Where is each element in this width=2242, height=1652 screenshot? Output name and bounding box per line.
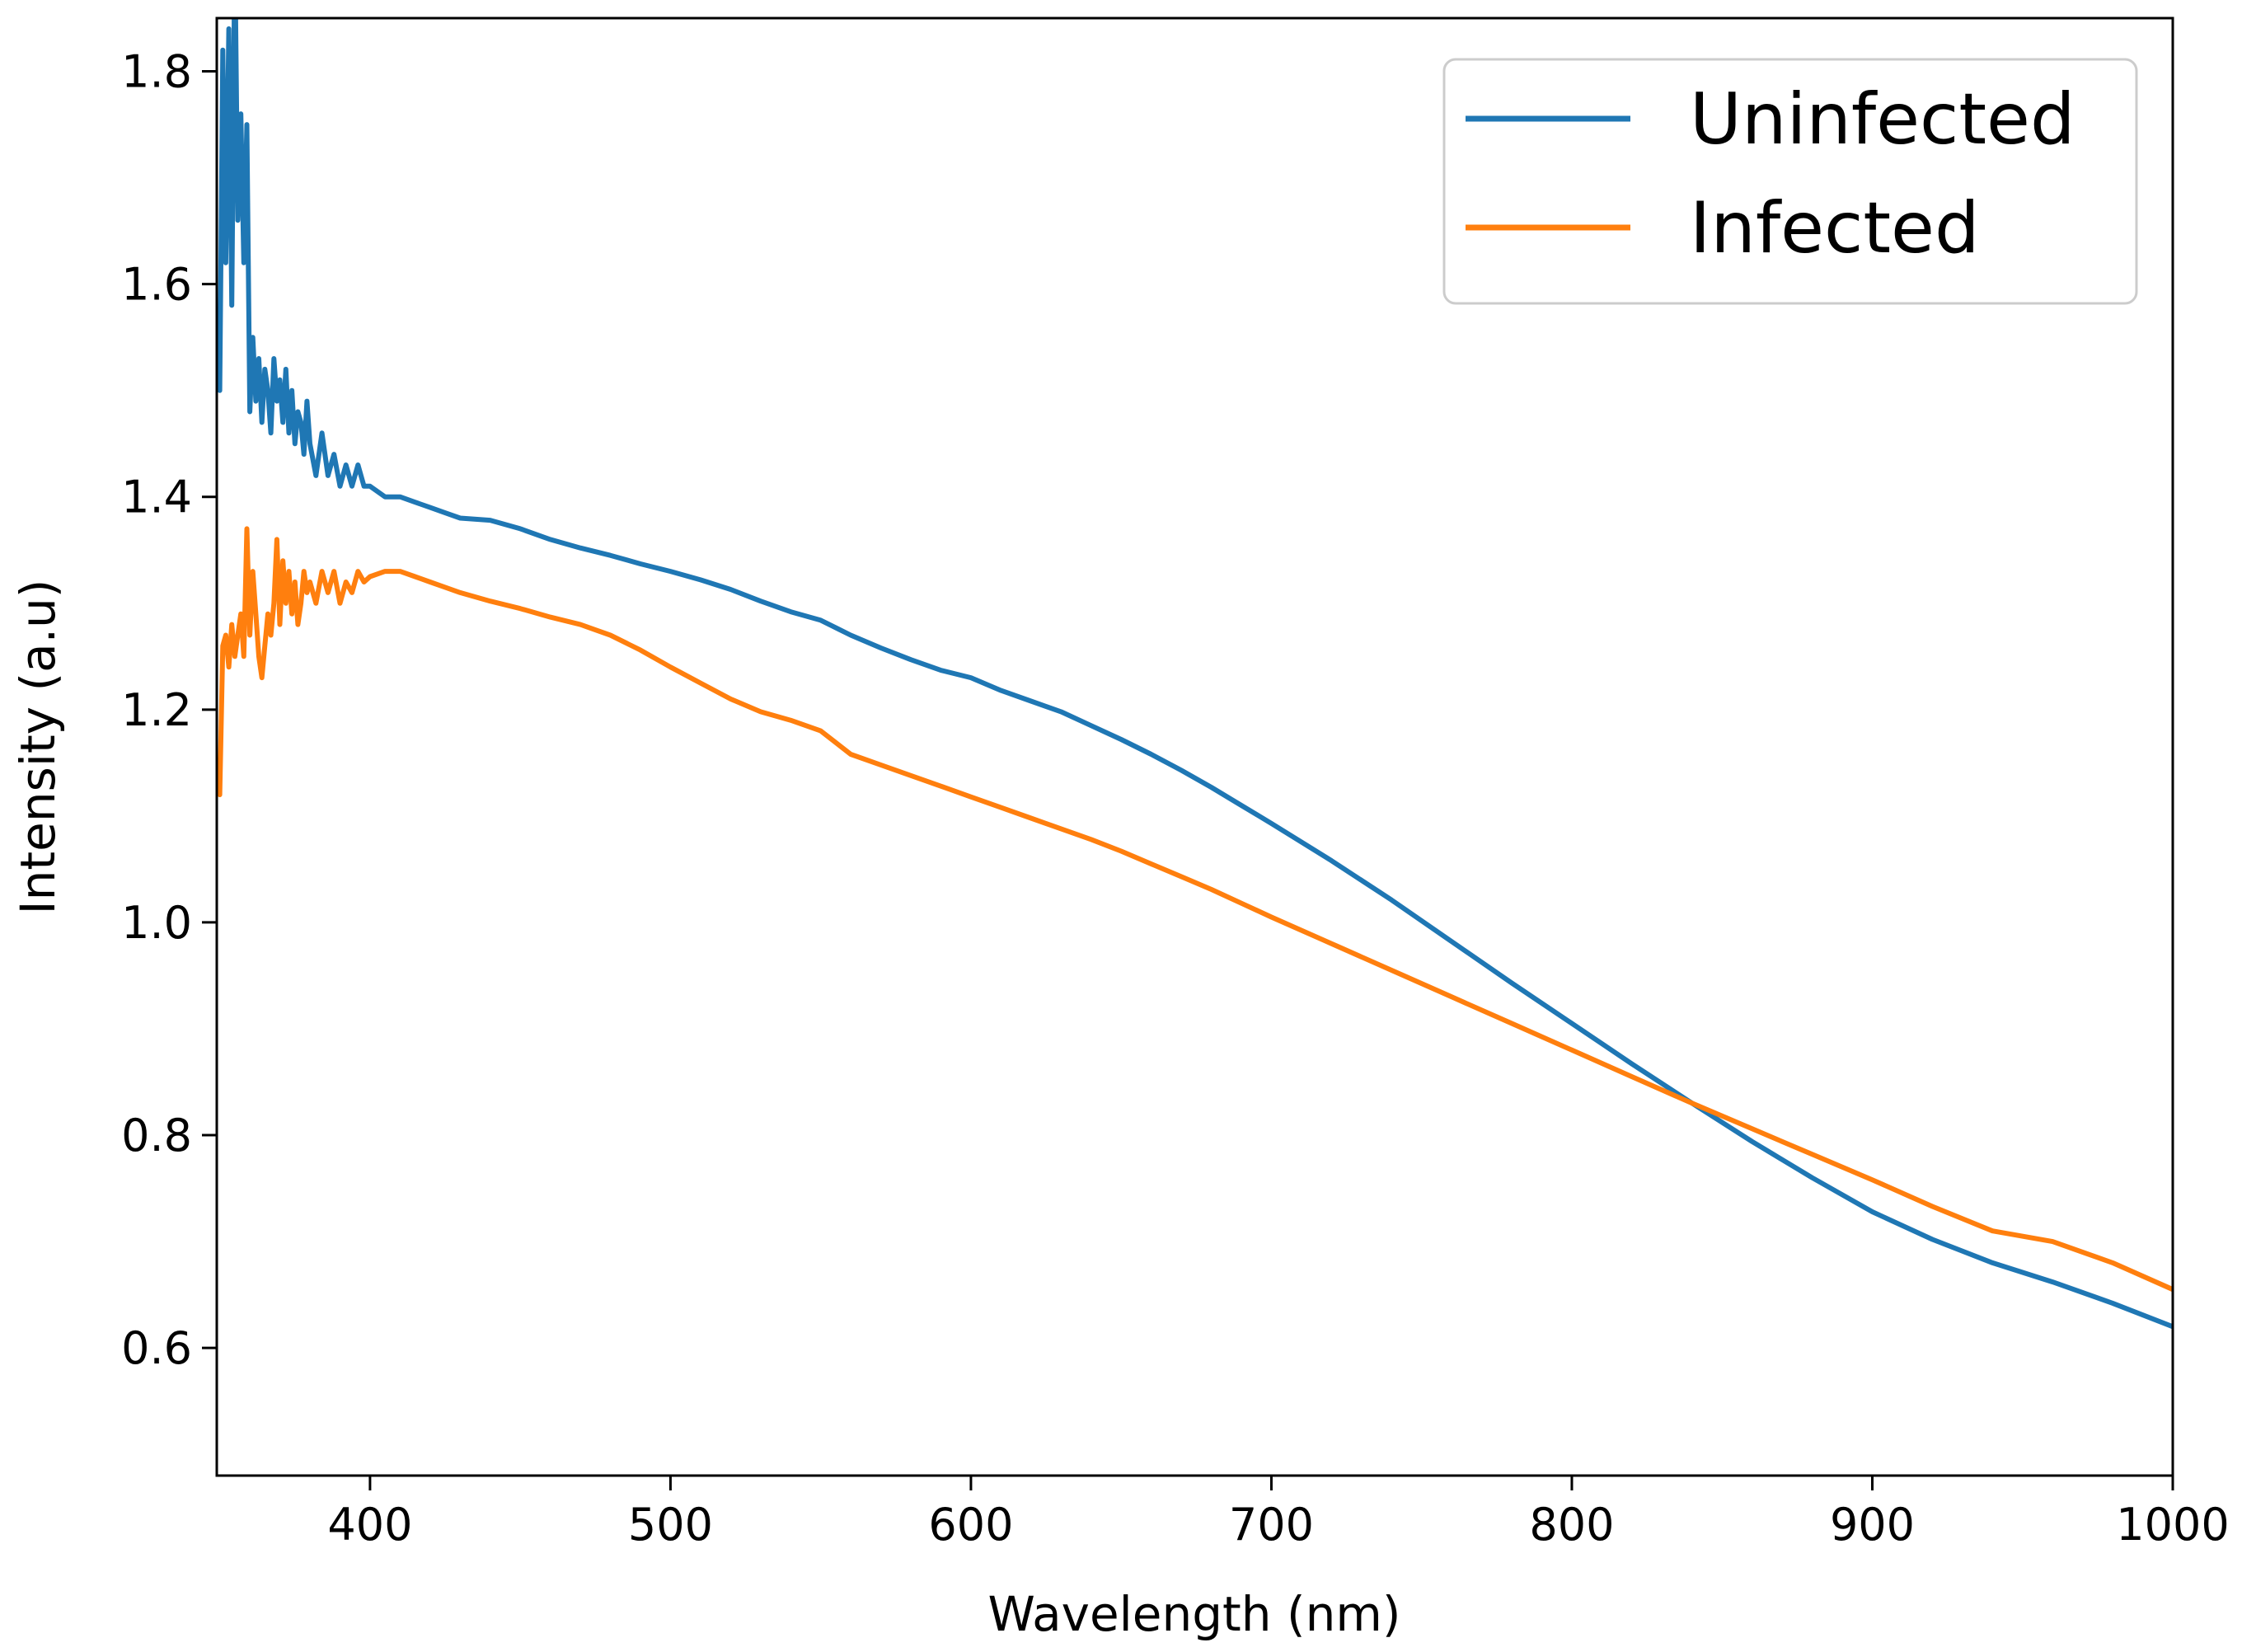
plot-frame [215,16,2174,1477]
y-tick-label: 0.6 [121,1322,192,1374]
y-tick-label: 1.8 [121,46,192,98]
series-line-infected [217,526,2173,1293]
y-tick-label: 1.6 [121,259,192,311]
y-tick-label: 0.8 [121,1110,192,1162]
x-tick-label: 900 [1830,1499,1915,1551]
x-tick-label: 800 [1529,1499,1614,1551]
x-axis: 400 500 600 700 800 900 1000 [327,1476,2230,1551]
x-axis-title: Wavelength (nm) [987,1586,1400,1642]
x-tick-label: 700 [1229,1499,1314,1551]
legend-label-uninfected: Uninfected [1690,78,2075,161]
y-tick-label: 1.0 [121,897,192,949]
y-tick-label: 1.2 [121,684,192,736]
legend-label-infected: Infected [1690,187,1980,270]
series-group [217,18,2173,1330]
x-tick-label: 500 [628,1499,713,1551]
x-tick-label: 600 [928,1499,1013,1551]
legend: Uninfected Infected [1442,58,2138,305]
plot-area [217,18,2173,1330]
y-axis-title: Intensity (a.u) [10,580,66,915]
series-line-uninfected [217,18,2173,1330]
y-tick-label: 1.4 [121,472,192,523]
y-axis: 0.6 0.8 1.0 1.2 1.4 1.6 1.8 [121,46,217,1374]
x-tick-label: 1000 [2116,1499,2229,1551]
x-tick-label: 400 [327,1499,412,1551]
